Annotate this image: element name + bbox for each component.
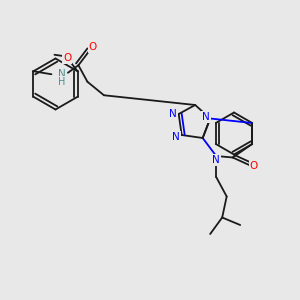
Text: O: O	[63, 53, 71, 63]
Text: O: O	[250, 160, 258, 171]
Text: N: N	[202, 112, 210, 122]
Text: H: H	[58, 77, 66, 87]
Text: O: O	[89, 42, 97, 52]
Text: N: N	[212, 154, 220, 165]
Text: N: N	[172, 132, 180, 142]
Text: N: N	[58, 69, 66, 79]
Text: N: N	[169, 109, 177, 119]
